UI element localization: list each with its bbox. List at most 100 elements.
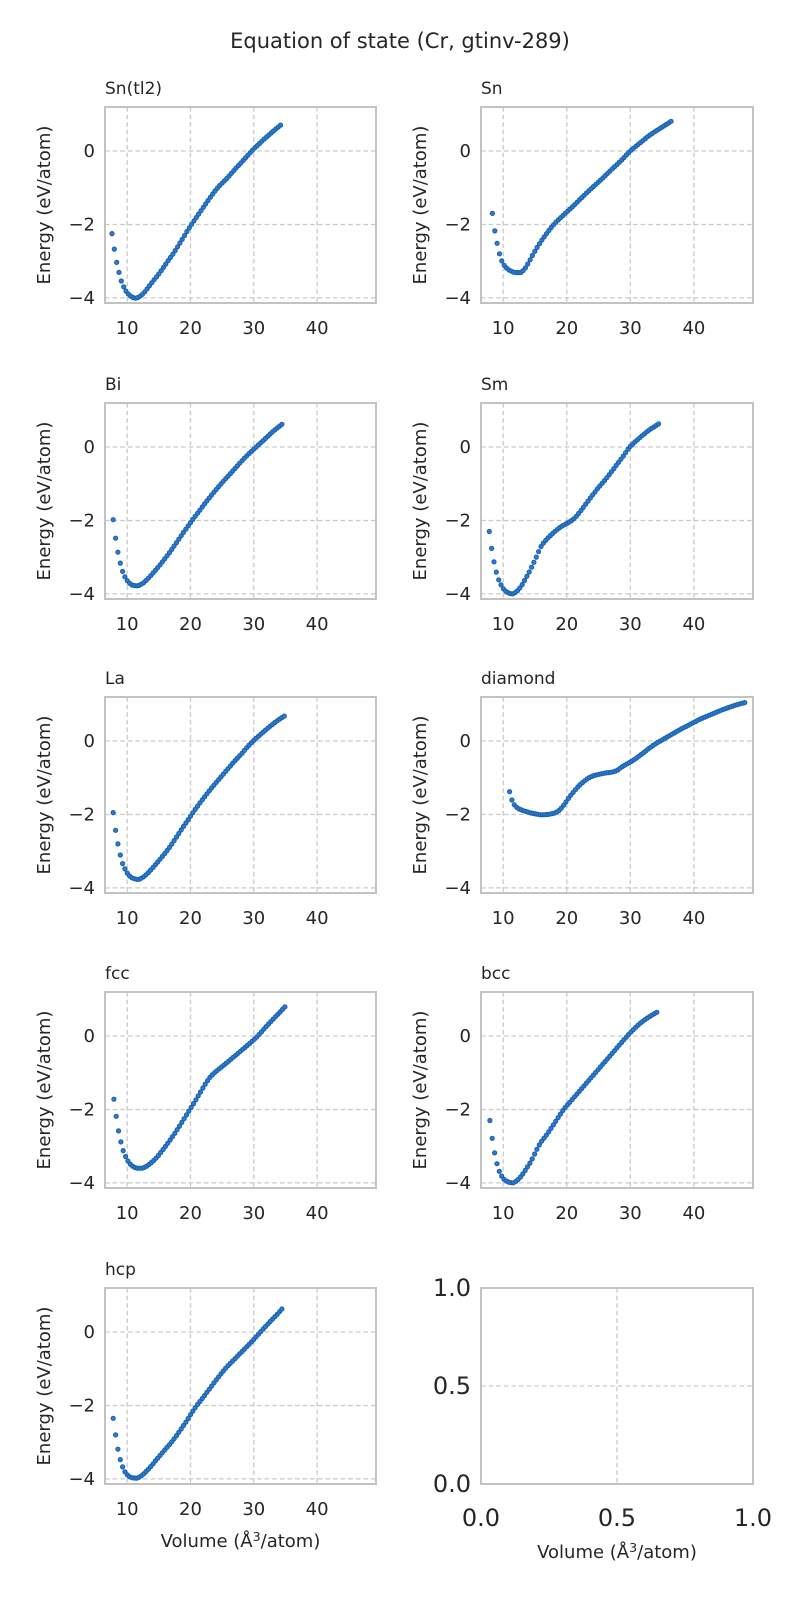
x-tick-label: 20	[179, 318, 202, 339]
y-axis-label: Energy (eV/atom)	[410, 1011, 431, 1170]
y-tick-label: 0.5	[433, 1372, 471, 1400]
data-point	[520, 1171, 526, 1177]
data-point	[563, 799, 569, 805]
data-point	[118, 278, 124, 284]
x-tick-label: 20	[555, 614, 578, 635]
data-point	[532, 248, 538, 254]
data-point	[494, 1161, 500, 1167]
x-tick-label: 1.0	[734, 1504, 772, 1532]
data-point	[534, 1146, 540, 1152]
data-point	[195, 1093, 201, 1099]
data-point	[498, 582, 504, 588]
x-tick-label: 30	[242, 908, 265, 929]
x-tick-label: 20	[179, 908, 202, 929]
scatter-series	[110, 421, 285, 589]
data-point	[550, 1122, 557, 1128]
subplot-bcc: bcc 10 20 30 40 0 −2 −4 Energy (eV/atom)	[410, 964, 754, 1224]
data-point	[113, 1432, 119, 1438]
data-point	[525, 261, 531, 267]
scatter-series	[489, 118, 674, 276]
data-point	[122, 574, 128, 580]
axes-border	[104, 1287, 377, 1485]
data-point	[163, 261, 169, 267]
y-tick-label: −2	[444, 1100, 471, 1121]
x-tick-label: 20	[555, 908, 578, 929]
y-tick-label: −4	[444, 878, 471, 899]
data-point	[177, 240, 183, 246]
data-point	[623, 450, 629, 456]
y-tick-label: −4	[444, 1173, 471, 1194]
y-tick-label: −2	[68, 511, 95, 532]
figure-title: Equation of state (Cr, gtinv-289)	[230, 29, 570, 53]
data-point	[553, 1118, 559, 1124]
data-point	[184, 228, 190, 235]
data-point	[109, 231, 115, 237]
subplot-title: diamond	[481, 669, 555, 689]
y-tick-label: −2	[444, 805, 471, 826]
data-point	[172, 1130, 178, 1136]
data-point	[160, 264, 167, 270]
axes-border	[480, 1287, 754, 1485]
axes-border	[480, 106, 754, 304]
y-tick-label: −2	[68, 1396, 95, 1417]
data-point	[196, 211, 202, 217]
data-point	[173, 834, 180, 840]
data-point	[531, 559, 537, 565]
data-point	[110, 810, 116, 816]
data-point	[123, 1153, 129, 1160]
data-point	[178, 827, 184, 833]
x-tick-label: 40	[306, 1203, 329, 1224]
data-point	[116, 269, 122, 275]
scatter-series	[487, 1009, 660, 1186]
y-tick-label: −4	[68, 878, 95, 899]
subplot-blank: 0.0 0.5 1.0 1.0 0.5 0.0 Volume (Å3/atom)	[433, 1274, 772, 1563]
x-tick-label: 30	[242, 1203, 265, 1224]
data-point	[176, 536, 182, 542]
subplot-title: Sn	[481, 79, 503, 99]
scatter-series	[111, 1004, 288, 1171]
y-tick-label: −2	[68, 1100, 95, 1121]
data-point	[527, 257, 533, 263]
data-point	[555, 1115, 561, 1121]
x-tick-label: 30	[242, 318, 265, 339]
y-axis-label: Energy (eV/atom)	[410, 716, 431, 875]
data-point	[656, 421, 662, 427]
data-point	[509, 797, 515, 803]
x-tick-label: 30	[619, 908, 642, 929]
x-tick-label: 10	[492, 318, 515, 339]
data-point	[183, 1112, 190, 1118]
data-point	[529, 1156, 535, 1162]
axes-border	[104, 696, 377, 894]
data-point	[169, 546, 175, 553]
data-point	[202, 1081, 208, 1087]
y-tick-label: −2	[68, 215, 95, 236]
data-point	[115, 841, 121, 847]
data-point	[170, 251, 176, 257]
data-point	[193, 1097, 199, 1103]
subplot-diamond: diamond 10 20 30 40 0 −2 −4 Energy (eV/atom)	[410, 669, 754, 929]
subplot-fcc: fcc 10 20 30 40 0 −2 −4 Energy (eV/atom)	[34, 964, 377, 1224]
y-tick-label: 0	[460, 1026, 471, 1047]
y-tick-label: −4	[68, 1469, 95, 1490]
y-tick-label: −4	[444, 584, 471, 605]
data-point	[279, 1306, 285, 1312]
data-point	[507, 789, 513, 795]
subplot-title: Sm	[481, 375, 508, 395]
subplot-title: Bi	[105, 375, 121, 395]
y-tick-label: 0	[460, 141, 471, 162]
data-point	[175, 244, 181, 250]
x-tick-label: 30	[242, 1499, 265, 1520]
data-point	[486, 528, 492, 535]
data-point	[197, 1089, 204, 1095]
data-point	[536, 1142, 542, 1148]
data-point	[494, 240, 500, 246]
x-tick-label: 10	[492, 614, 515, 635]
data-point	[120, 568, 126, 575]
data-point	[192, 806, 198, 813]
scatter-series	[110, 1306, 285, 1481]
y-tick-label: 0	[84, 731, 95, 752]
data-point	[191, 218, 197, 224]
data-point	[496, 1168, 502, 1174]
y-tick-label: −2	[444, 215, 471, 236]
data-point	[117, 1457, 123, 1463]
